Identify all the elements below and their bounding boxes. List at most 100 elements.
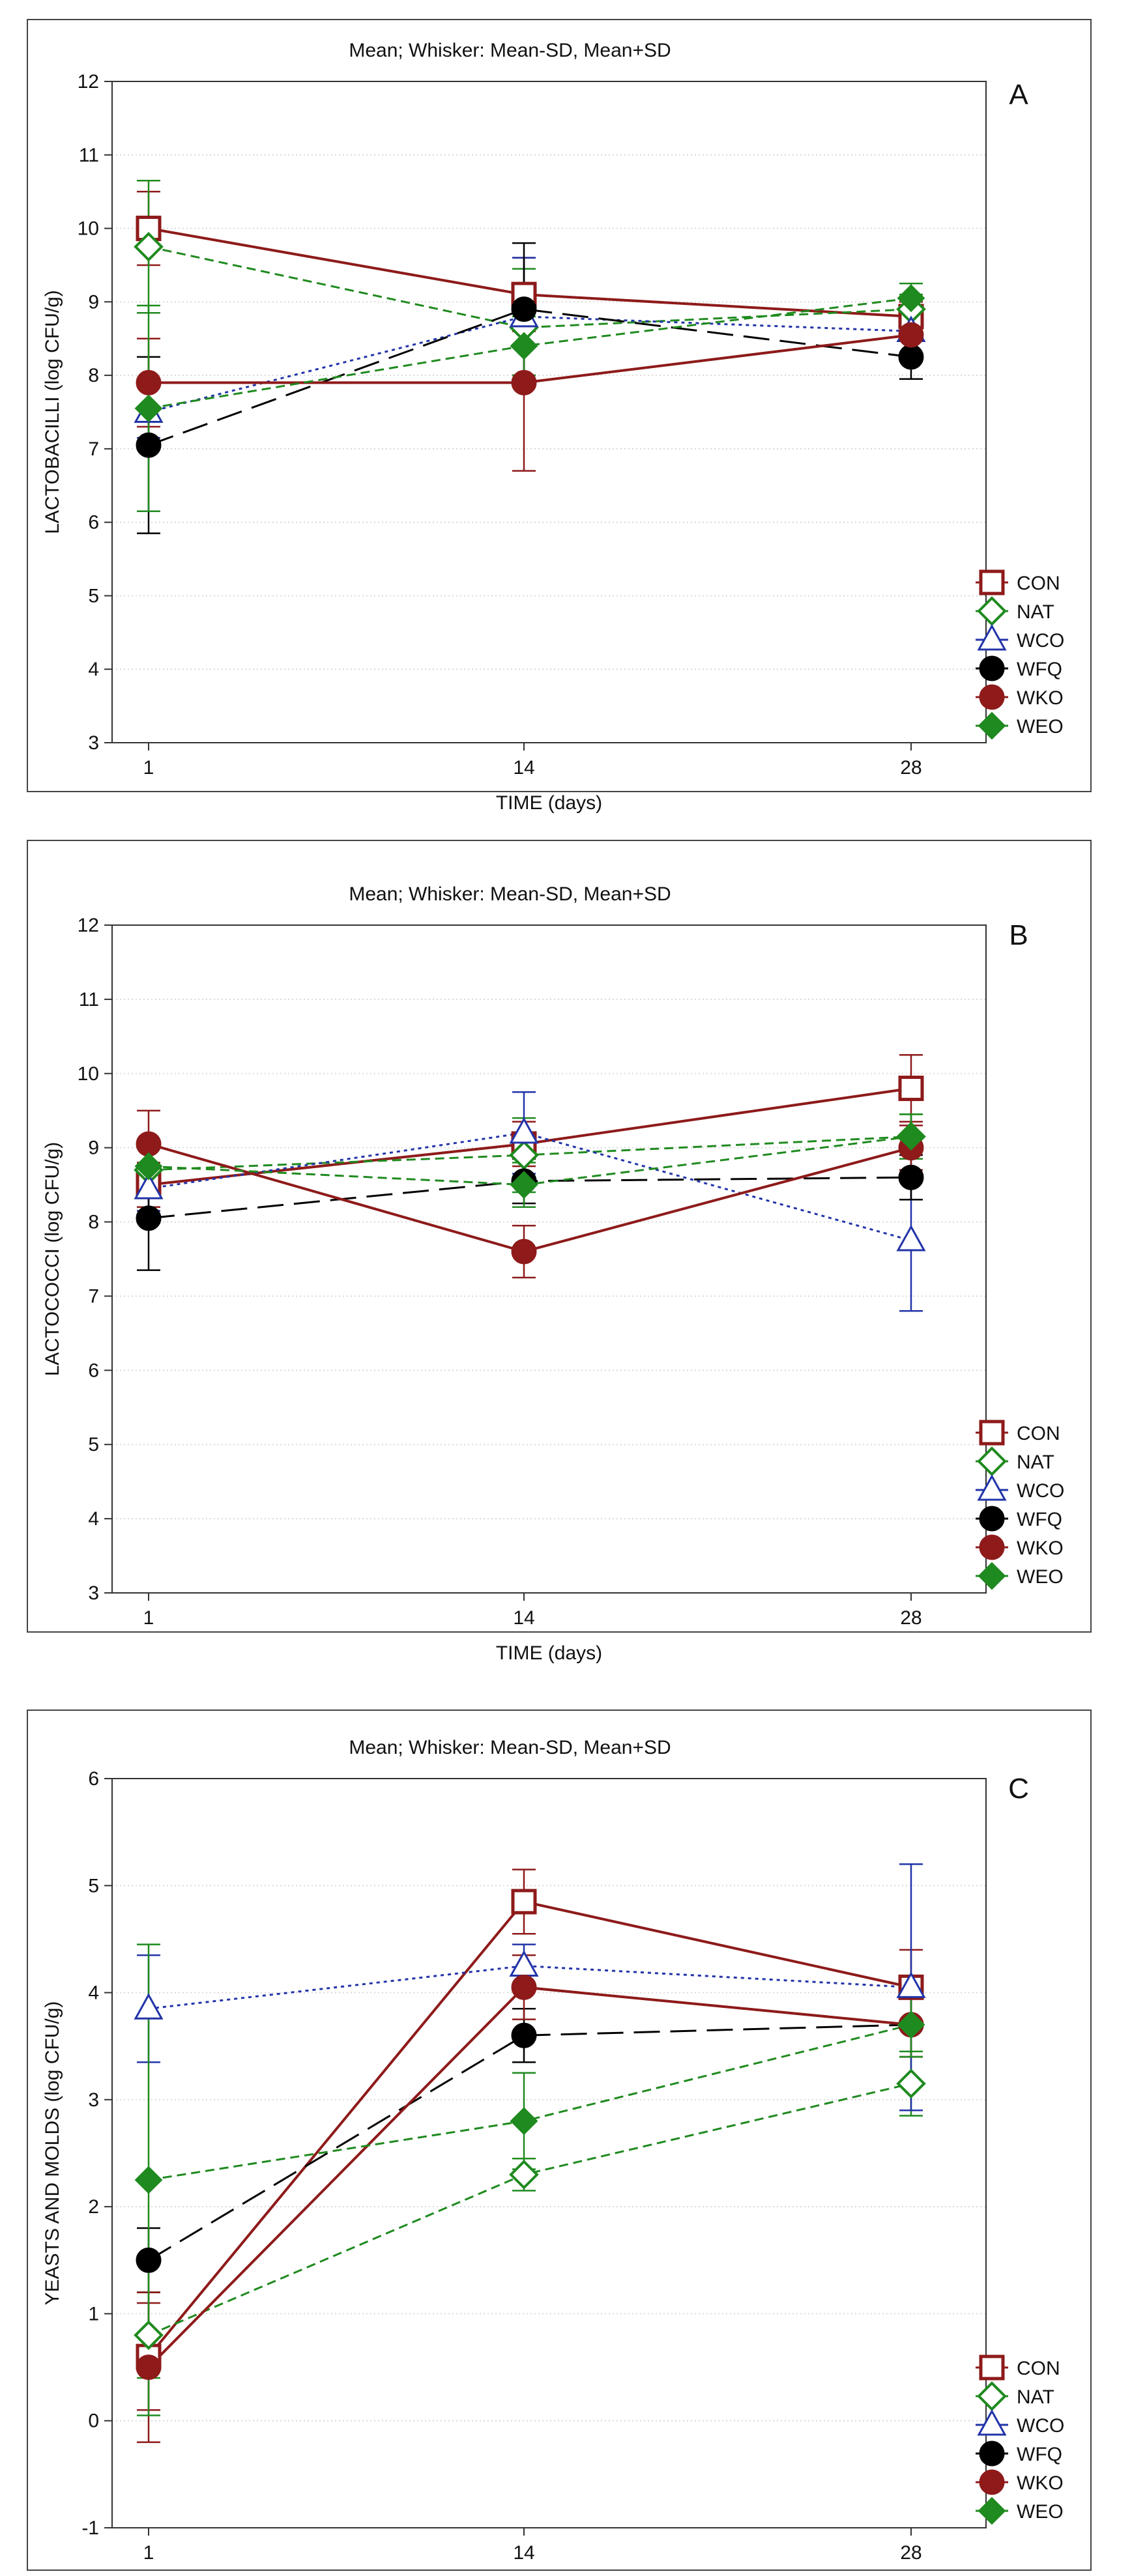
y-tick-label: 4 [88,1508,99,1530]
y-tick-label: 12 [78,71,99,93]
y-tick-label: 4 [88,1982,99,2004]
y-axis-label: YEASTS AND MOLDS (log CFU/g) [42,2001,63,2306]
data-point [897,284,925,313]
x-tick-label: 28 [900,1607,922,1629]
y-axis-label: LACTOBACILLI (log CFU/g) [42,290,63,534]
data-point [511,1889,537,1915]
y-tick-label: 12 [78,915,99,936]
x-axis-label: TIME (days) [496,1642,602,1664]
data-point [897,1123,925,1151]
y-tick-label: 4 [88,659,99,680]
y-tick-label: 7 [88,438,99,460]
legend-marker [979,2469,1005,2495]
legend-label: CON [1017,2358,1060,2379]
data-point [511,1238,537,1265]
legend-marker [978,2497,1006,2525]
chart-title: Mean; Whisker: Mean-SD, Mean+SD [349,1737,671,1758]
data-point [136,432,162,458]
legend-label: WEO [1017,716,1064,737]
legend-label: NAT [1017,2386,1054,2408]
legend-marker [979,2440,1005,2467]
legend-label: WFQ [1017,659,1062,680]
series-line [148,2024,912,2261]
y-tick-label: 0 [88,2411,99,2432]
data-point [898,322,924,348]
y-tick-label: 8 [88,365,99,386]
legend-label: WFQ [1017,2444,1062,2465]
data-point [134,1152,163,1181]
panel-letter: C [1008,1773,1029,1805]
y-tick-label: 6 [88,512,99,534]
y-tick-label: 11 [79,989,99,1010]
y-tick-label: 10 [78,1063,99,1085]
legend-marker [977,1446,1007,1476]
data-point [511,1974,537,2000]
x-tick-label: 14 [513,757,534,779]
y-tick-label: 9 [88,291,99,313]
y-tick-label: 7 [88,1285,99,1307]
legend-label: NAT [1017,1452,1054,1473]
legend-marker [979,684,1005,710]
legend-label: WCO [1017,2415,1064,2437]
data-point [511,369,537,395]
legend-marker [979,1420,1005,1446]
chart-title: Mean; Whisker: Mean-SD, Mean+SD [349,883,671,905]
data-point [896,1224,926,1252]
data-point [134,2166,163,2194]
legend-label: WKO [1017,687,1064,709]
x-axis-label: TIME (days) [496,792,602,814]
data-point [509,1140,539,1170]
series-line [148,308,912,446]
legend-label: WCO [1017,1480,1064,1502]
panel-frame [27,19,1092,792]
legend-marker [978,711,1006,740]
data-point [510,332,538,360]
legend-marker [979,655,1005,681]
y-tick-label: 8 [88,1212,99,1233]
legend-label: WKO [1017,1538,1064,1559]
series-line [148,1132,912,1242]
y-tick-label: 1 [88,2303,99,2325]
chart-title: Mean; Whisker: Mean-SD, Mean+SD [349,40,671,61]
data-point [897,2011,925,2039]
legend-marker [977,623,1007,651]
y-tick-label: -1 [81,2517,99,2539]
legend-marker [979,1534,1005,1560]
plot-area [111,81,987,743]
data-point [136,1205,162,1231]
x-tick-label: 1 [143,1607,154,1629]
x-tick-label: 14 [513,2542,534,2564]
panel-frame [27,1710,1092,2571]
data-point [896,1971,926,1998]
y-tick-label: 9 [88,1138,99,1159]
legend-label: WCO [1017,630,1064,651]
y-tick-label: 6 [88,1768,99,1790]
data-point [896,2068,926,2099]
x-tick-label: 28 [900,757,922,779]
legend-marker [978,1562,1006,1590]
y-tick-label: 10 [78,218,99,240]
y-tick-label: 3 [88,2089,99,2111]
y-axis-label: LACTOCOCCI (log CFU/g) [42,1142,63,1377]
data-point [511,296,537,322]
data-point [898,344,924,370]
data-point [898,1164,924,1190]
data-point [136,2354,162,2381]
data-point [134,1993,164,2020]
y-tick-label: 11 [79,145,99,166]
panel-letter: A [1009,79,1028,111]
data-point [134,394,163,423]
legend-marker [977,2409,1007,2436]
data-point [134,1173,164,1199]
x-tick-label: 1 [143,2542,154,2564]
panel-frame [27,840,1092,1633]
legend-marker [977,2381,1007,2411]
data-point [509,2160,539,2190]
legend-marker [977,1474,1007,1501]
data-point [136,2247,162,2273]
data-point [511,2022,537,2048]
series-line [148,2024,912,2181]
legend-label: CON [1017,573,1060,594]
plot-area [111,924,987,1594]
legend-label: WKO [1017,2472,1064,2494]
